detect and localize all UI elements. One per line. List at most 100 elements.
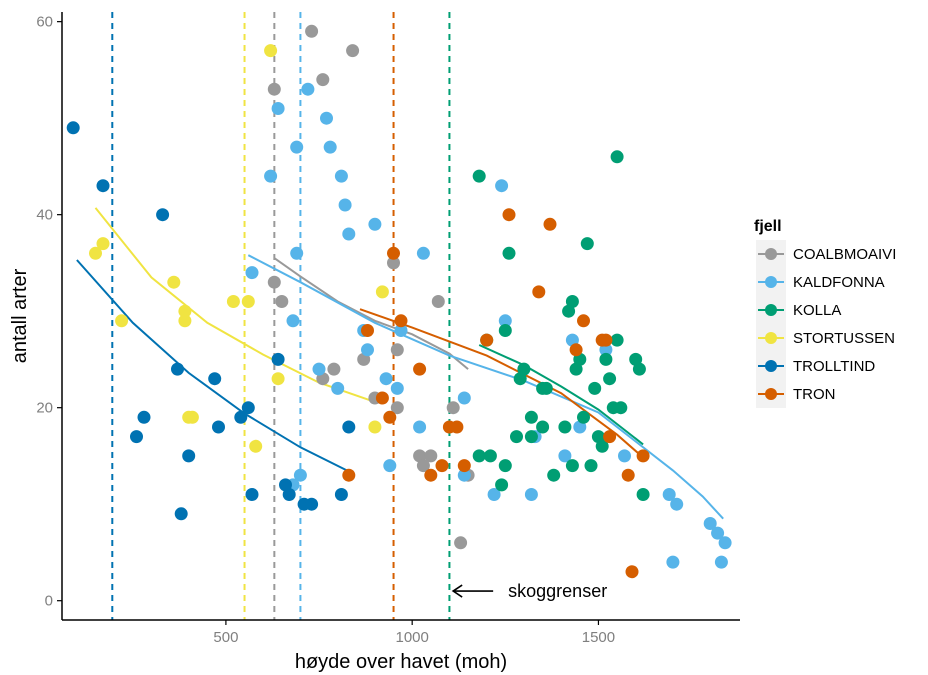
- point-tron: [577, 314, 590, 328]
- point-trolltind: [342, 420, 356, 434]
- point-trolltind: [208, 372, 222, 386]
- point-kaldfonna: [264, 169, 278, 183]
- legend-key-point: [765, 304, 777, 316]
- point-coalbmoaivi: [316, 73, 330, 87]
- point-coalbmoaivi: [275, 295, 289, 308]
- point-kaldfonna: [618, 449, 631, 463]
- annotation: skoggrenser: [451, 581, 607, 601]
- point-tron: [424, 468, 438, 482]
- point-tron: [435, 459, 449, 473]
- point-tron: [532, 285, 546, 299]
- point-kaldfonna: [416, 246, 430, 260]
- point-tron: [625, 565, 639, 579]
- point-kaldfonna: [703, 517, 717, 530]
- legend-item-trolltind: TROLLTIND: [756, 352, 875, 380]
- point-tron: [603, 430, 617, 444]
- point-coalbmoaivi: [390, 343, 404, 357]
- x-tick-label: 1500: [582, 629, 615, 646]
- point-coalbmoaivi: [390, 401, 404, 415]
- point-kaldfonna: [338, 198, 352, 212]
- legend-label: STORTUSSEN: [793, 330, 895, 347]
- point-kaldfonna: [379, 372, 393, 386]
- legend-key-point: [765, 332, 777, 344]
- point-kolla: [547, 468, 561, 482]
- point-kolla: [539, 381, 553, 395]
- point-coalbmoaivi: [267, 82, 281, 96]
- point-kaldfonna: [290, 140, 304, 154]
- y-tick-label: 0: [45, 593, 53, 610]
- point-kaldfonna: [368, 217, 382, 231]
- legend-label: KOLLA: [793, 302, 841, 319]
- point-kaldfonna: [290, 246, 304, 260]
- point-kaldfonna: [361, 343, 374, 357]
- point-kolla: [577, 410, 590, 424]
- point-kaldfonna: [487, 488, 501, 501]
- point-trolltind: [241, 401, 255, 415]
- point-coalbmoaivi: [446, 401, 460, 415]
- point-kolla: [498, 459, 512, 473]
- point-kolla: [558, 420, 572, 434]
- point-kaldfonna: [558, 449, 572, 463]
- point-trolltind: [271, 352, 285, 366]
- point-kaldfonna: [390, 381, 404, 395]
- point-kaldfonna: [714, 555, 728, 569]
- legend-label: TRON: [793, 386, 836, 403]
- point-trolltind: [234, 410, 248, 424]
- point-stortussen: [375, 285, 389, 299]
- point-trolltind: [130, 430, 143, 444]
- point-coalbmoaivi: [431, 295, 445, 308]
- y-ticks: 0 20 40 60: [36, 14, 62, 610]
- point-kaldfonna: [711, 526, 725, 540]
- point-kolla: [580, 237, 594, 251]
- trend-stortussen: [94, 207, 376, 403]
- point-kaldfonna: [662, 488, 676, 501]
- x-axis-title: høyde over havet (moh): [295, 651, 507, 673]
- point-kaldfonna: [495, 179, 509, 193]
- point-kolla: [472, 449, 486, 463]
- legend-key-point: [765, 276, 777, 288]
- point-tron: [413, 362, 427, 376]
- point-kaldfonna: [394, 324, 408, 337]
- y-axis-title: antall arter: [9, 268, 31, 363]
- y-tick-label: 20: [36, 400, 53, 417]
- point-kolla: [588, 381, 602, 395]
- point-kaldfonna: [334, 169, 348, 183]
- point-kolla: [610, 333, 624, 347]
- point-kaldfonna: [718, 536, 732, 550]
- legend-label: COALBMOAIVI: [793, 246, 896, 263]
- legend-key-point: [765, 248, 777, 260]
- legend-item-kolla: KOLLA: [756, 296, 841, 324]
- legend-label: TROLLTIND: [793, 358, 875, 375]
- annotation-arrowhead: [451, 584, 463, 598]
- point-kolla: [614, 401, 628, 415]
- point-kaldfonna: [245, 266, 259, 280]
- point-tron: [394, 314, 408, 328]
- point-stortussen: [178, 304, 192, 318]
- point-stortussen: [96, 237, 110, 251]
- point-tron: [383, 410, 397, 424]
- legend-item-kaldfonna: KALDFONNA: [756, 268, 885, 296]
- point-tron: [502, 208, 516, 222]
- point-coalbmoaivi: [305, 24, 319, 38]
- point-coalbmoaivi: [267, 275, 281, 289]
- x-tick-label: 1000: [395, 629, 428, 646]
- point-kolla: [510, 430, 523, 444]
- point-kolla: [517, 362, 531, 376]
- legend-title: fjell: [754, 218, 782, 235]
- trend-kaldfonna: [247, 254, 724, 520]
- point-trolltind: [305, 497, 319, 511]
- point-tron: [569, 343, 583, 357]
- point-trolltind: [171, 362, 184, 376]
- point-trolltind: [137, 410, 151, 424]
- point-kaldfonna: [383, 459, 397, 473]
- point-stortussen: [241, 295, 255, 308]
- point-kaldfonna: [271, 102, 285, 115]
- point-kolla: [536, 420, 550, 434]
- y-tick-label: 60: [36, 14, 53, 31]
- point-kaldfonna: [524, 488, 538, 501]
- point-trolltind: [212, 420, 225, 434]
- point-coalbmoaivi: [424, 449, 438, 463]
- legend: fjell COALBMOAIVI KALDFONNA KOLLA STORTUSSE…: [754, 218, 896, 408]
- point-tron: [450, 420, 464, 434]
- point-stortussen: [226, 295, 240, 308]
